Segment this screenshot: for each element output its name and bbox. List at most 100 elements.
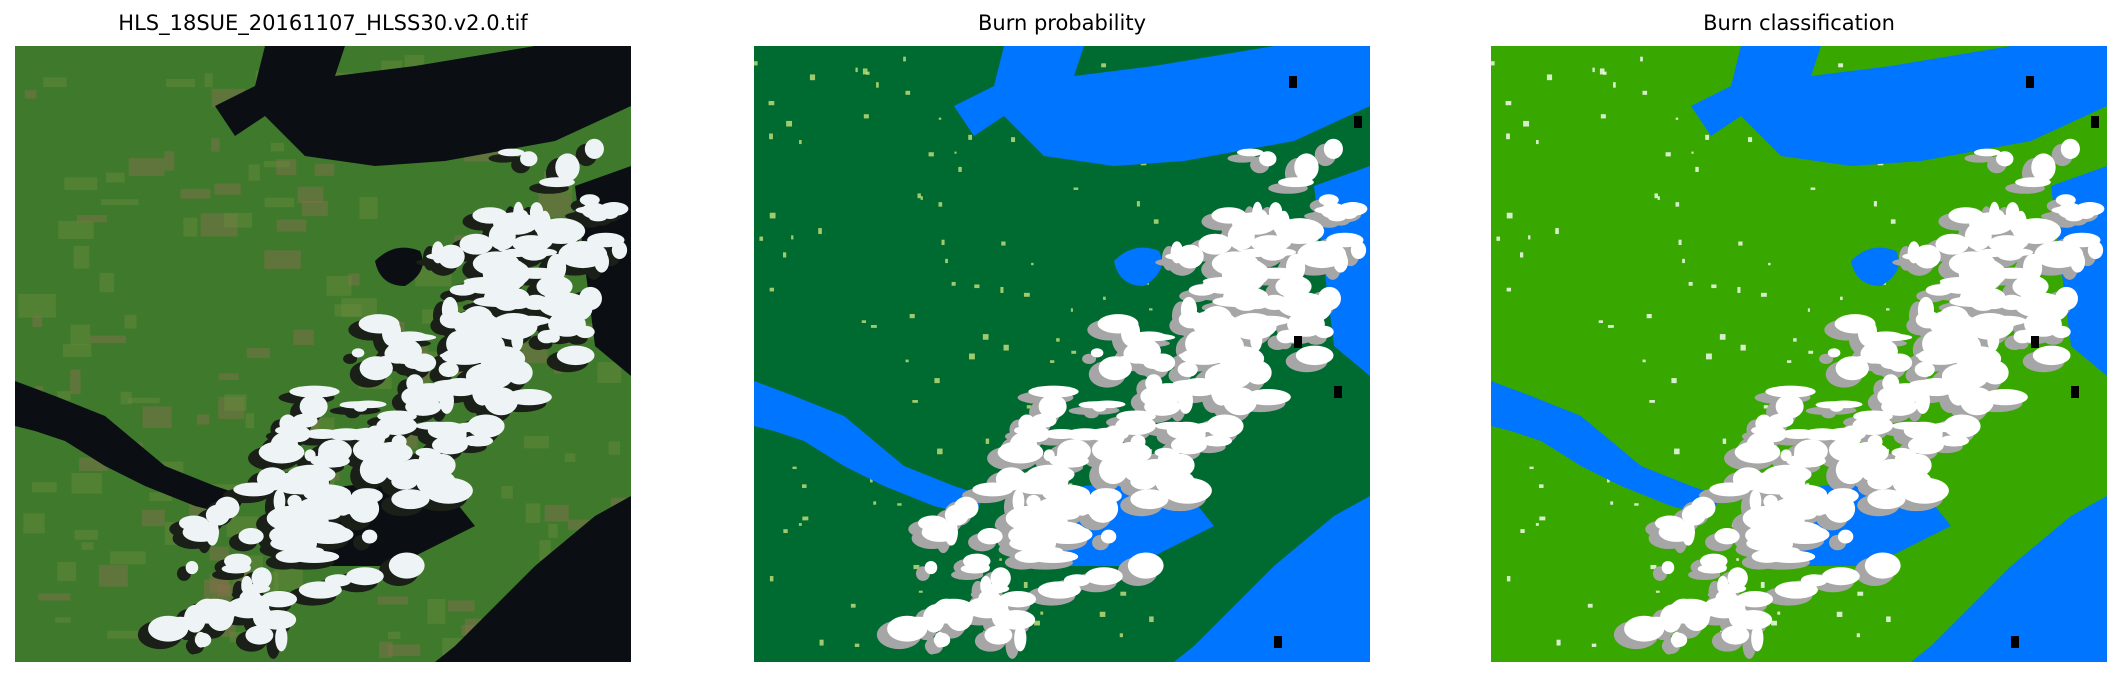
speck [782, 252, 787, 258]
cloud [1681, 519, 1695, 546]
field-patch [264, 250, 301, 269]
burn-probability-map [754, 46, 1370, 662]
field-patch [57, 561, 76, 582]
speck [850, 603, 856, 608]
cloud [1295, 345, 1334, 366]
cloud [1721, 625, 1750, 645]
cloud [1310, 249, 1334, 266]
cloud [984, 625, 1013, 645]
cloud [1881, 397, 1918, 416]
map-layer [1491, 46, 2107, 662]
cloud [1145, 374, 1163, 393]
cloud [2012, 275, 2049, 298]
cloud [405, 397, 442, 416]
cloud [1087, 494, 1119, 523]
cloud [1907, 241, 1921, 264]
speck [951, 281, 956, 286]
cloud [1026, 494, 1041, 509]
cloud [251, 567, 272, 589]
speck [1523, 120, 1530, 127]
cloud [1228, 318, 1275, 330]
cloud [1027, 508, 1047, 524]
cloud [245, 625, 274, 645]
speck [1536, 139, 1539, 145]
field-patch [73, 245, 90, 269]
cloud [1794, 439, 1828, 463]
cloud [1864, 552, 1901, 579]
cloud [1119, 467, 1170, 477]
cloud [1103, 425, 1125, 449]
cloud [298, 581, 342, 599]
cloud [506, 388, 552, 406]
field-patch [196, 414, 210, 425]
cloud [449, 284, 477, 296]
cloud [997, 609, 1036, 630]
cloud [978, 589, 1001, 607]
cloud [1042, 525, 1093, 545]
cloud [348, 494, 380, 523]
field-patch [166, 78, 195, 88]
speck [1587, 603, 1593, 608]
cloud [1765, 385, 1816, 398]
cloud [1127, 552, 1164, 579]
cloud [185, 607, 235, 624]
cloud [1022, 473, 1063, 495]
field-patch [525, 503, 541, 523]
field-patch [448, 600, 475, 612]
water-body [954, 46, 1370, 166]
cloud [1098, 455, 1128, 485]
field-patch [211, 138, 220, 152]
water-body [215, 46, 631, 166]
cloud [1856, 467, 1907, 477]
field-patch [276, 159, 297, 175]
field-patch [264, 197, 295, 208]
cloud [584, 138, 604, 159]
cloud [2047, 249, 2071, 266]
nodata-pixel [1334, 386, 1342, 398]
cloud-shadow [1819, 353, 1834, 364]
speck [1491, 61, 1495, 66]
cloud [1853, 410, 1893, 423]
speck [1506, 212, 1513, 219]
cloud [1746, 432, 1775, 457]
title-burn-probability: Burn probability [977, 11, 1146, 35]
cloud [1028, 385, 1079, 398]
cloud [1917, 296, 1935, 323]
speck [1119, 633, 1123, 638]
speck [1646, 313, 1652, 319]
cloud [364, 425, 386, 449]
cloud [1198, 233, 1232, 255]
field-patch [246, 348, 270, 358]
speck [1011, 137, 1016, 143]
speck [897, 503, 902, 506]
speck [1519, 252, 1524, 258]
cloud [2063, 232, 2101, 248]
cloud [438, 361, 459, 378]
speck [1836, 611, 1843, 617]
burn-classification-panel [1491, 46, 2107, 662]
speck [1654, 193, 1658, 199]
cloud [424, 477, 473, 504]
cloud [1982, 388, 2028, 406]
cloud [960, 564, 990, 574]
cloud [283, 473, 324, 495]
speck [1786, 360, 1792, 363]
speck [1810, 187, 1816, 190]
speck [791, 235, 794, 240]
cloud [536, 275, 573, 298]
field-patch [81, 542, 94, 550]
field-patch [377, 596, 409, 605]
cloud [1282, 329, 1295, 340]
speck [854, 643, 860, 647]
cloud [437, 244, 465, 269]
cloud [1774, 581, 1818, 599]
field-patch [218, 373, 239, 380]
speck [866, 71, 870, 75]
speck [1771, 620, 1777, 626]
speck [1760, 292, 1767, 297]
burn-classification-map [1491, 46, 2107, 662]
cloud [548, 311, 586, 337]
cloud [288, 508, 308, 524]
cloud [384, 343, 410, 364]
nodata-pixel [2011, 636, 2019, 648]
